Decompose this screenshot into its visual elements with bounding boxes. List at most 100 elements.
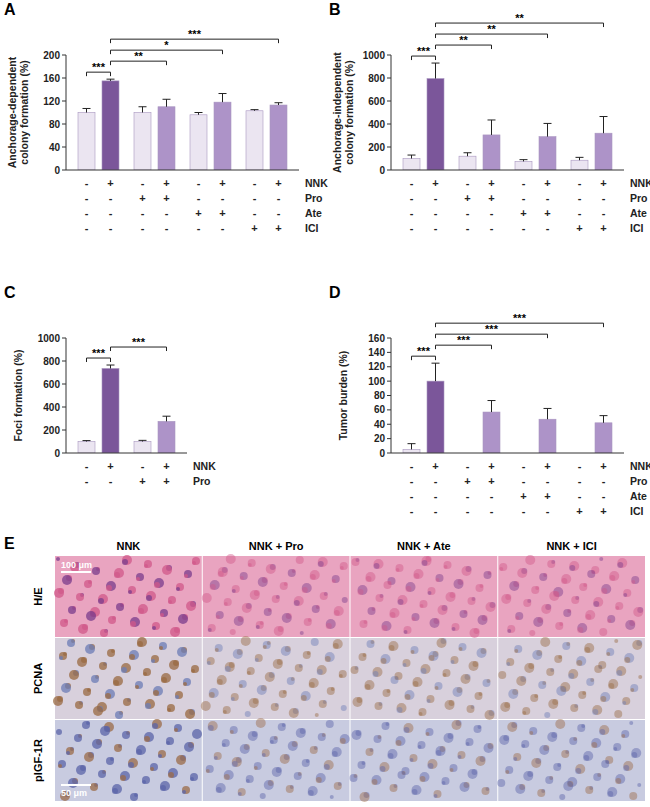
tissue-texture bbox=[160, 613, 164, 617]
bar bbox=[515, 161, 532, 170]
tissue-texture bbox=[576, 660, 582, 666]
y-tick bbox=[62, 384, 66, 385]
tissue-texture bbox=[601, 584, 611, 594]
tissue-texture bbox=[154, 578, 164, 588]
tissue-texture bbox=[633, 607, 643, 617]
tissue-texture bbox=[69, 670, 79, 680]
tissue-texture bbox=[625, 620, 635, 630]
micrograph bbox=[350, 720, 498, 802]
y-tick-label: 200 bbox=[368, 142, 385, 153]
plot-area bbox=[78, 79, 287, 170]
tissue-texture bbox=[420, 776, 426, 782]
tissue-texture bbox=[498, 671, 506, 679]
tissue-texture bbox=[166, 737, 174, 745]
tissue-texture bbox=[570, 704, 578, 712]
bar bbox=[483, 412, 500, 453]
tissue-texture bbox=[60, 619, 68, 627]
tissue-texture bbox=[210, 584, 216, 590]
treatment-name: NNK bbox=[305, 177, 328, 189]
tissue-texture bbox=[318, 733, 326, 741]
tissue-texture bbox=[175, 691, 183, 699]
bar bbox=[102, 368, 119, 453]
tissue-texture bbox=[210, 580, 220, 590]
tissue-texture bbox=[391, 676, 399, 684]
tissue-texture bbox=[607, 619, 611, 623]
treatment-sign: - bbox=[410, 192, 414, 204]
tissue-texture bbox=[405, 690, 415, 700]
treatment-sign: + bbox=[107, 460, 113, 472]
tissue-texture bbox=[515, 616, 519, 620]
tissue-texture bbox=[435, 686, 439, 690]
tissue-texture bbox=[515, 784, 525, 794]
treatment-sign: - bbox=[490, 490, 494, 502]
tissue-texture bbox=[53, 696, 63, 706]
tissue-texture bbox=[606, 652, 610, 656]
bar bbox=[78, 113, 95, 171]
tissue-texture bbox=[316, 773, 326, 783]
tissue-texture bbox=[444, 565, 448, 569]
tissue-texture bbox=[317, 669, 323, 675]
treatment-sign: - bbox=[410, 460, 414, 472]
tissue-texture bbox=[214, 756, 218, 760]
tissue-texture bbox=[160, 785, 166, 791]
y-tick-label: 0 bbox=[379, 448, 385, 459]
tissue-texture bbox=[624, 657, 630, 663]
treatment-sign: - bbox=[602, 490, 606, 502]
tissue-texture bbox=[601, 588, 607, 594]
tissue-texture bbox=[128, 762, 134, 768]
tissue-texture bbox=[112, 784, 122, 794]
tissue-texture bbox=[563, 781, 573, 791]
tissue-texture bbox=[474, 725, 482, 733]
tissue-texture bbox=[531, 586, 539, 594]
tissue-texture bbox=[366, 576, 372, 582]
error-bar bbox=[163, 416, 171, 421]
tissue-texture bbox=[224, 602, 228, 606]
tissue-texture bbox=[403, 663, 407, 667]
tissue-texture bbox=[444, 733, 454, 743]
tissue-texture bbox=[608, 679, 618, 689]
micrograph bbox=[202, 554, 350, 637]
tissue-texture bbox=[279, 690, 287, 698]
tissue-texture bbox=[262, 749, 270, 757]
y-tick bbox=[387, 78, 391, 79]
tissue-texture bbox=[154, 582, 160, 588]
tissue-texture bbox=[521, 740, 529, 748]
treatment-sign: - bbox=[109, 222, 113, 234]
treatment-sign: + bbox=[195, 207, 201, 219]
tissue-texture bbox=[594, 665, 602, 673]
tissue-texture bbox=[609, 571, 619, 581]
tissue-texture bbox=[216, 787, 222, 793]
tissue-texture bbox=[240, 572, 248, 580]
tissue-texture bbox=[120, 775, 126, 781]
y-tick-label: 800 bbox=[368, 73, 385, 84]
y-axis bbox=[66, 338, 67, 453]
error-bar bbox=[544, 408, 552, 419]
tissue-texture bbox=[86, 611, 96, 621]
tissue-texture bbox=[176, 587, 180, 591]
tissue-texture bbox=[462, 566, 472, 576]
tissue-texture bbox=[412, 785, 422, 795]
tissue-texture bbox=[226, 554, 236, 564]
tissue-texture bbox=[202, 593, 212, 603]
tissue-texture bbox=[599, 725, 609, 735]
significance-label: ** bbox=[134, 50, 143, 62]
tissue-texture bbox=[242, 603, 252, 613]
tissue-texture bbox=[514, 649, 518, 653]
tissue-texture bbox=[366, 572, 376, 582]
tissue-texture bbox=[184, 574, 188, 578]
tissue-texture bbox=[56, 557, 60, 561]
tissue-texture bbox=[334, 606, 344, 616]
axis-label: Anchorage-dependent bbox=[6, 56, 18, 168]
tissue-texture bbox=[191, 665, 199, 673]
tissue-texture bbox=[435, 682, 443, 690]
tissue-texture bbox=[146, 595, 152, 601]
tissue-texture bbox=[107, 649, 115, 657]
tissue-texture bbox=[609, 575, 615, 581]
y-tick-label: 0 bbox=[54, 165, 60, 176]
treatment-sign: - bbox=[109, 207, 113, 219]
tissue-texture bbox=[522, 707, 530, 715]
treatment-sign: - bbox=[546, 192, 550, 204]
treatment-sign: - bbox=[165, 222, 169, 234]
tissue-texture bbox=[160, 609, 168, 617]
treatment-sign: - bbox=[197, 192, 201, 204]
